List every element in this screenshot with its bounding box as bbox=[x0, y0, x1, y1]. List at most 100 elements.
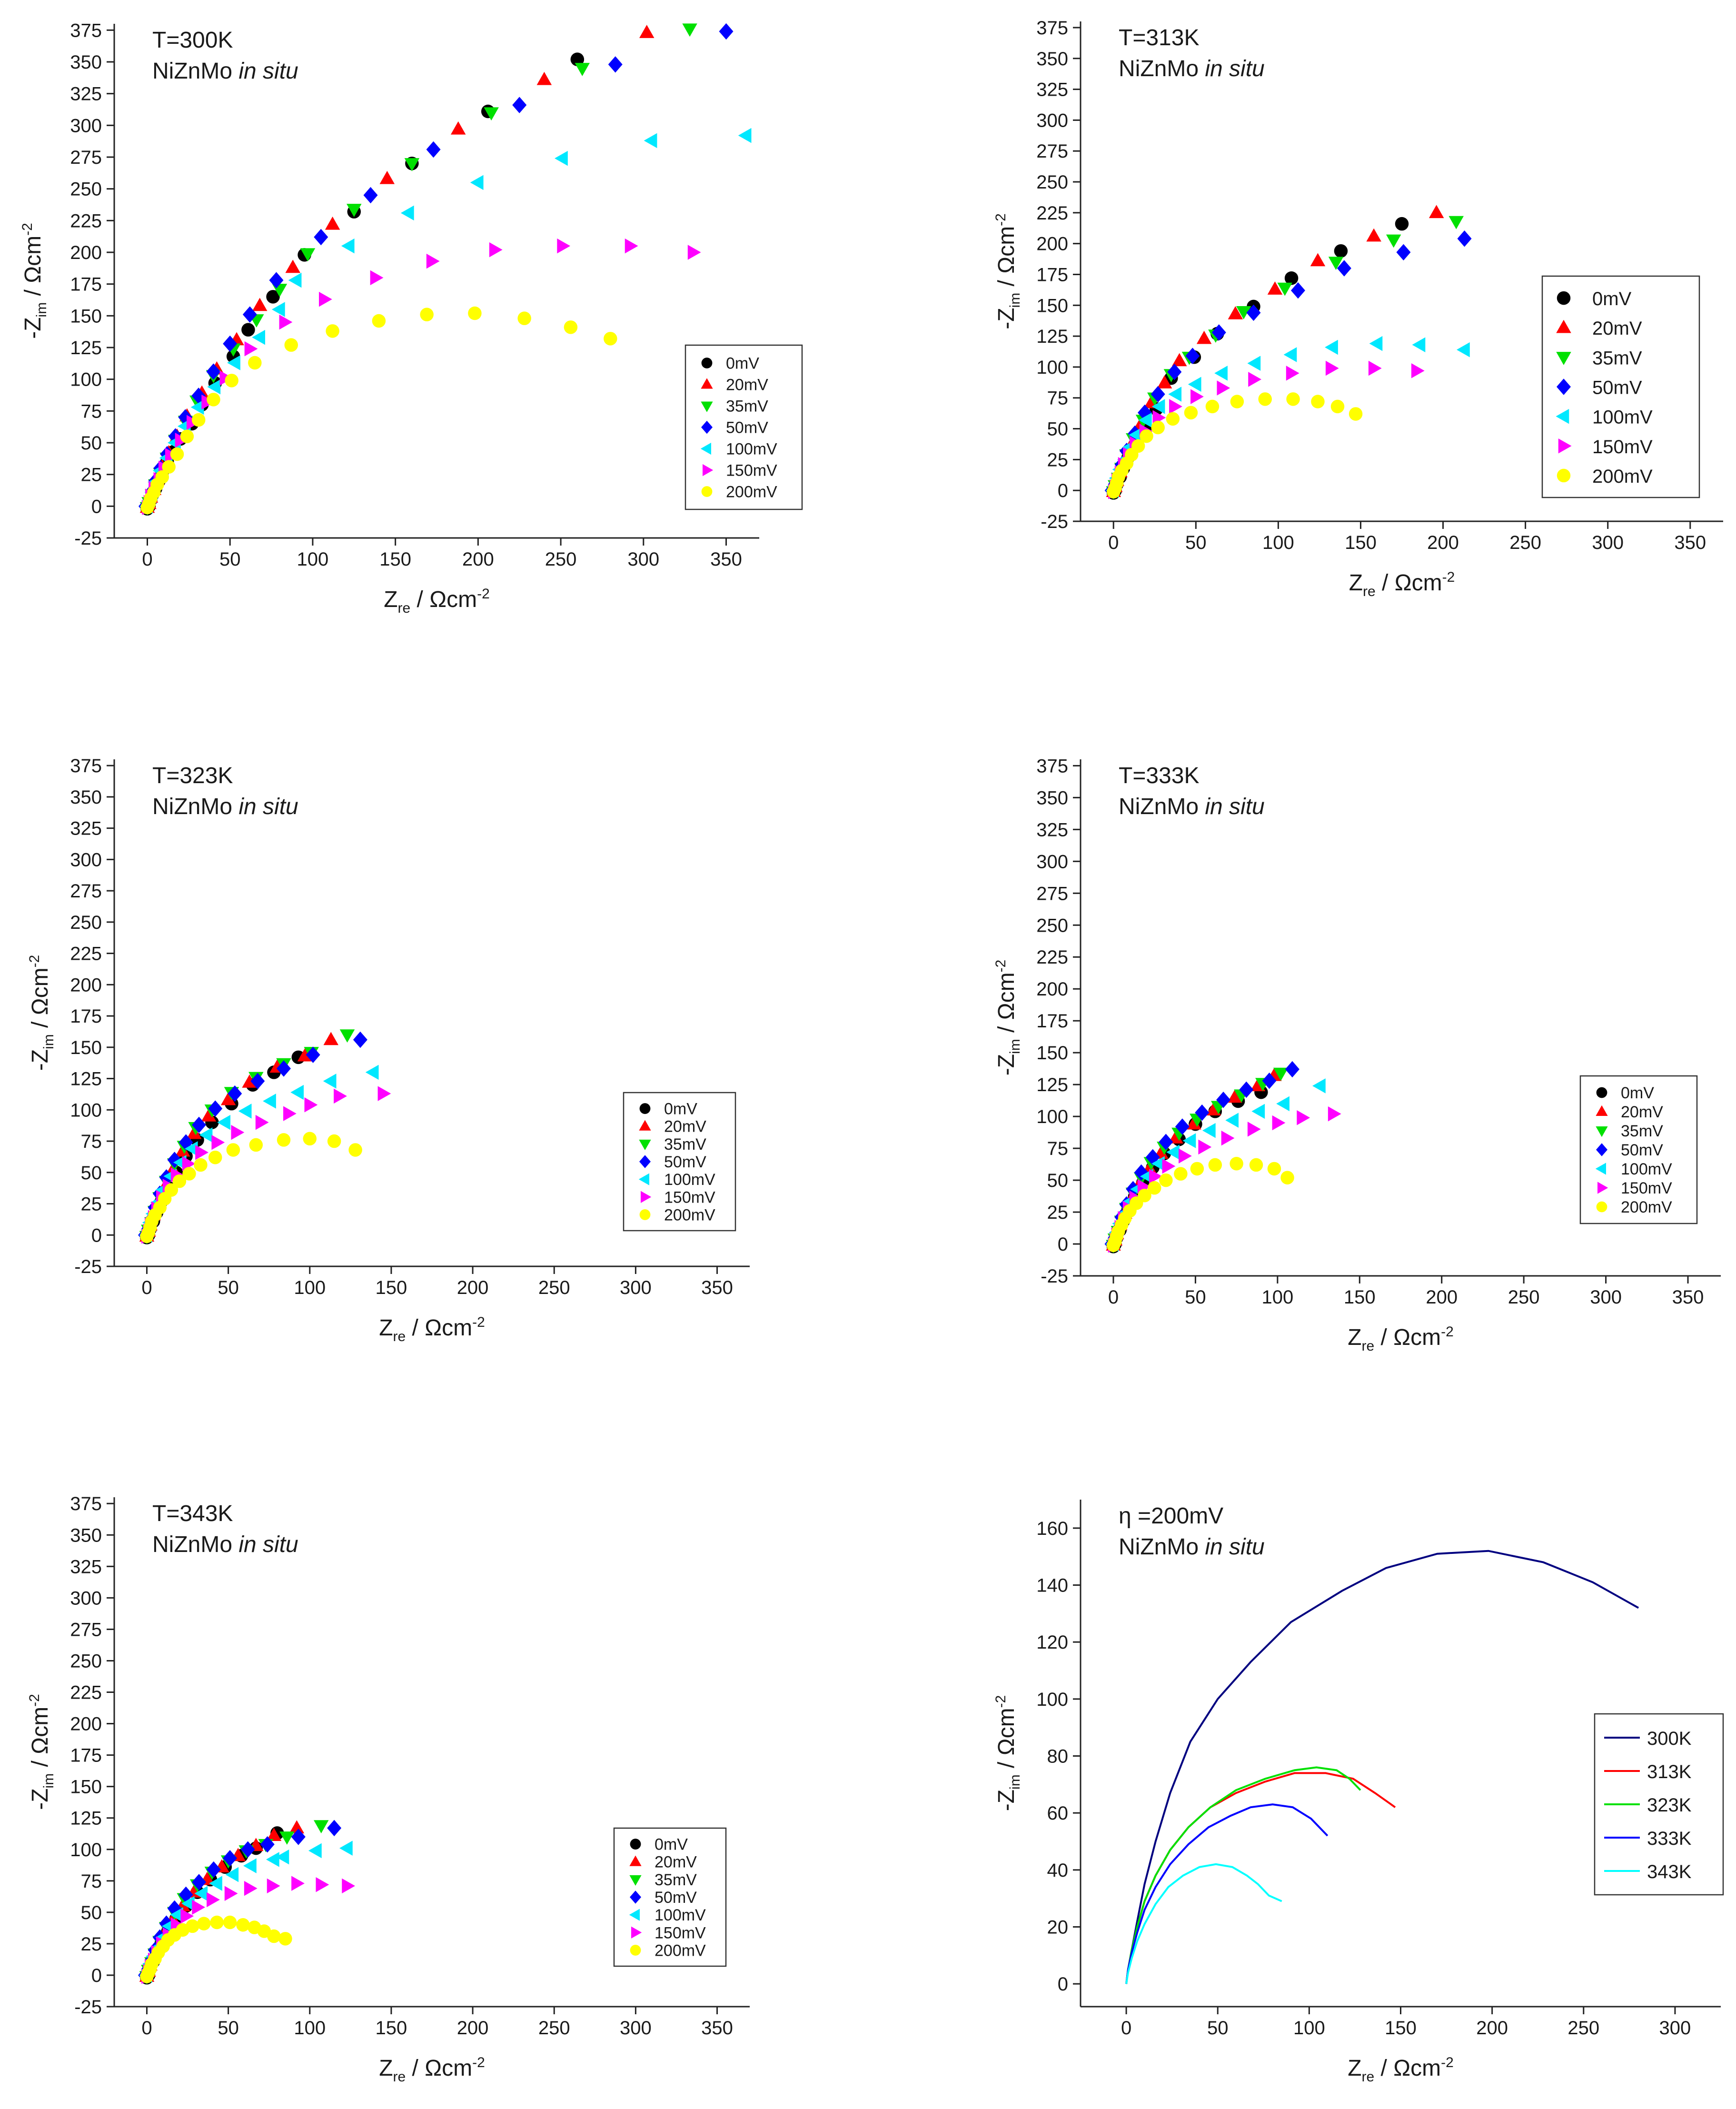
panel-material-label: NiZnMo in situ bbox=[1119, 1534, 1265, 1560]
y-tick-label: 300 bbox=[1036, 110, 1068, 131]
data-point bbox=[1174, 1167, 1188, 1181]
data-point bbox=[1182, 1133, 1196, 1148]
y-tick-label: 300 bbox=[70, 849, 102, 870]
y-tick-label: 125 bbox=[70, 338, 102, 358]
panel-condition-label: η =200mV bbox=[1119, 1503, 1223, 1529]
y-tick-label: 75 bbox=[81, 401, 102, 422]
legend-marker bbox=[701, 378, 713, 389]
y-tick-label: 350 bbox=[1036, 49, 1068, 70]
data-point bbox=[252, 329, 265, 345]
data-point bbox=[228, 1085, 242, 1102]
y-axis-label: -Zim / Ωcm-2 bbox=[20, 223, 50, 339]
legend-label: 20mV bbox=[1592, 318, 1642, 339]
data-point bbox=[278, 1932, 292, 1946]
y-tick-label: 375 bbox=[70, 1493, 102, 1514]
legend-marker bbox=[631, 1926, 642, 1939]
x-tick-label: 150 bbox=[379, 549, 411, 570]
legend-label: 100mV bbox=[1621, 1160, 1672, 1178]
data-point bbox=[1272, 1115, 1286, 1131]
series-200mV bbox=[140, 306, 617, 515]
legend-marker bbox=[1558, 438, 1572, 454]
data-point bbox=[1334, 244, 1348, 258]
y-tick-label: 300 bbox=[1036, 851, 1068, 872]
y-tick-label: 25 bbox=[81, 1934, 102, 1955]
x-tick-label: 150 bbox=[1344, 1287, 1376, 1308]
data-point bbox=[348, 1143, 362, 1157]
legend-label: 150mV bbox=[1592, 437, 1653, 458]
data-point bbox=[192, 1116, 206, 1134]
data-point bbox=[555, 150, 568, 166]
data-point bbox=[207, 393, 220, 407]
legend-label: 0mV bbox=[655, 1836, 688, 1854]
data-point bbox=[604, 332, 617, 346]
y-tick-label: 225 bbox=[70, 210, 102, 231]
legend-marker bbox=[639, 1120, 651, 1131]
panel-condition-label: T=300K bbox=[152, 28, 233, 53]
x-tick-label: 250 bbox=[545, 549, 577, 570]
legend-marker bbox=[1596, 1105, 1608, 1116]
data-point bbox=[199, 1127, 213, 1143]
y-tick-label: 375 bbox=[70, 756, 102, 776]
y-tick-label: -25 bbox=[1041, 1266, 1068, 1287]
panel-material-label: NiZnMo in situ bbox=[152, 1532, 298, 1557]
y-tick-label: 200 bbox=[70, 975, 102, 995]
data-point bbox=[263, 1094, 276, 1109]
data-point bbox=[1151, 420, 1165, 435]
x-tick-label: 0 bbox=[142, 549, 152, 570]
data-point bbox=[1262, 1072, 1277, 1089]
data-point bbox=[249, 1138, 263, 1152]
data-point bbox=[1457, 342, 1470, 358]
data-point bbox=[164, 1183, 179, 1197]
y-tick-label: -25 bbox=[74, 1256, 102, 1277]
data-point bbox=[207, 379, 221, 395]
data-point bbox=[1168, 387, 1182, 402]
data-point bbox=[365, 1064, 379, 1080]
y-tick-label: 275 bbox=[1036, 883, 1068, 904]
legend-marker bbox=[1596, 1087, 1607, 1098]
y-axis-label: -Zim / Ωcm-2 bbox=[993, 1695, 1023, 1811]
y-tick-label: 125 bbox=[1036, 326, 1068, 347]
series-150mV bbox=[142, 238, 701, 515]
x-tick-label: 200 bbox=[457, 1277, 489, 1298]
data-point bbox=[1368, 360, 1382, 376]
legend-marker bbox=[700, 442, 711, 455]
data-point bbox=[1198, 1139, 1212, 1155]
data-point bbox=[170, 447, 184, 461]
legend-label: 343K bbox=[1647, 1861, 1692, 1882]
data-point bbox=[182, 1167, 196, 1181]
data-point bbox=[316, 1877, 329, 1892]
data-point bbox=[564, 320, 578, 334]
chart-panel-4: 0 50 100 150 200 250 300 350 -25 0 25 50 75 100 125 150… bbox=[971, 752, 1723, 1362]
y-tick-label: 250 bbox=[1036, 172, 1068, 193]
data-point bbox=[231, 1124, 245, 1140]
series-35mV bbox=[139, 1029, 355, 1244]
data-point bbox=[242, 306, 257, 323]
data-point bbox=[1159, 1173, 1173, 1187]
data-point bbox=[279, 314, 293, 330]
data-point bbox=[1366, 228, 1381, 242]
data-point bbox=[1138, 412, 1152, 428]
data-point bbox=[1246, 304, 1261, 321]
series-20mV bbox=[139, 25, 655, 513]
data-point bbox=[318, 291, 332, 307]
legend-label: 0mV bbox=[1621, 1084, 1654, 1102]
data-point bbox=[255, 1114, 269, 1130]
y-tick-label: 50 bbox=[81, 1163, 102, 1184]
y-tick-label: 200 bbox=[70, 1714, 102, 1735]
data-point bbox=[223, 335, 238, 352]
data-point bbox=[285, 259, 300, 273]
legend-marker bbox=[629, 1855, 642, 1866]
legend-label: 35mV bbox=[655, 1871, 697, 1889]
y-tick-label: 250 bbox=[70, 1651, 102, 1671]
legend-marker bbox=[638, 1173, 649, 1185]
legend-label: 35mV bbox=[1621, 1122, 1663, 1140]
data-point bbox=[489, 242, 503, 258]
y-tick-label: 25 bbox=[81, 1194, 102, 1215]
legend-label: 150mV bbox=[655, 1924, 706, 1942]
x-axis-label: Zre / Ωcm-2 bbox=[1348, 2055, 1454, 2085]
legend-marker bbox=[701, 420, 713, 434]
data-point bbox=[260, 1836, 275, 1853]
data-point bbox=[372, 314, 386, 328]
data-point bbox=[339, 1029, 355, 1043]
data-point bbox=[276, 1849, 289, 1865]
